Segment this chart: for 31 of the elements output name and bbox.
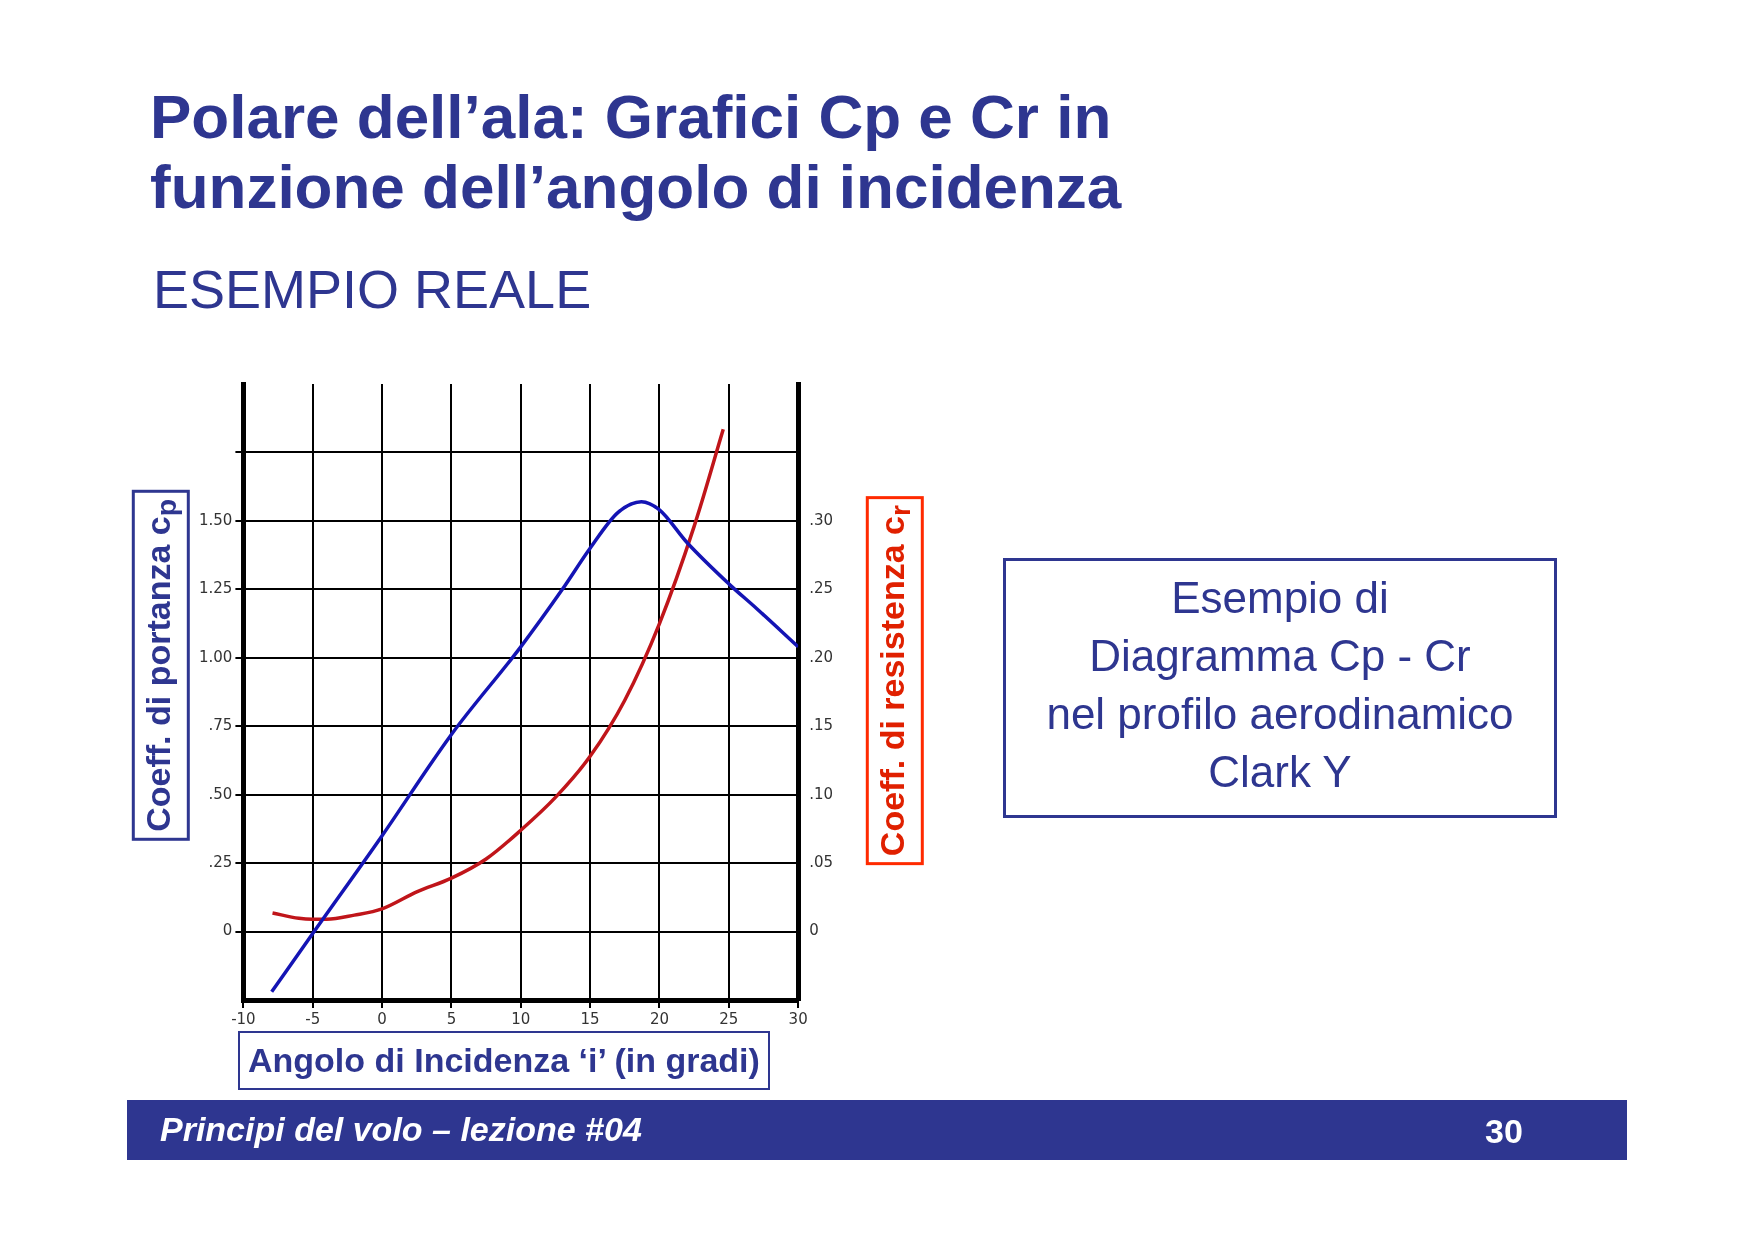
- x-tick-label: 30: [788, 1009, 808, 1028]
- x-tick-label: -5: [305, 1009, 321, 1028]
- y2-tick-label: .05: [809, 853, 833, 871]
- y-tick-label: .75: [208, 716, 233, 735]
- text: Esempio di Diagramma Cp - Cr nel profilo aerodinamico Clark Y: [1003, 558, 1557, 818]
- y-tick-label: 1.25: [198, 579, 233, 598]
- y-tick-label: .25: [208, 853, 233, 871]
- x-tick-label: 25: [719, 1009, 739, 1028]
- x-tick-label: 15: [580, 1009, 600, 1028]
- line-series: [269, 499, 799, 994]
- y2-tick-label: .15: [809, 716, 833, 735]
- chart-subtitle: ESEMPIO REALE: [153, 258, 592, 320]
- line-series: [270, 427, 725, 921]
- x-tick-label: 0: [377, 1009, 387, 1028]
- x-tick-label: -10: [231, 1009, 256, 1028]
- y-tick-label: 1.00: [198, 647, 233, 666]
- text: 30: [1485, 1112, 1523, 1151]
- text: Principi del volo – lezione #04: [160, 1110, 642, 1149]
- chart-title: Polare dell’ala: Grafici Cp e Cr in funzione dell’angolo di incidenza: [150, 82, 1123, 222]
- y2-tick-label: .10: [809, 784, 833, 803]
- y2-tick-label: .30: [809, 510, 833, 529]
- x-tick-label: 5: [446, 1009, 457, 1028]
- x-axis-title: Angolo di Incidenza ‘i’ (in gradi): [238, 1031, 770, 1090]
- y2-tick-label: .20: [809, 647, 833, 666]
- x-tick-label: 20: [649, 1009, 670, 1028]
- y-tick-label: .50: [208, 784, 233, 803]
- y-tick-label: 0: [222, 921, 233, 940]
- y2-tick-label: .25: [809, 579, 833, 598]
- y2-tick-label: 0: [809, 921, 819, 940]
- x-tick-label: 10: [511, 1009, 531, 1028]
- y-tick-label: 1.50: [198, 510, 233, 529]
